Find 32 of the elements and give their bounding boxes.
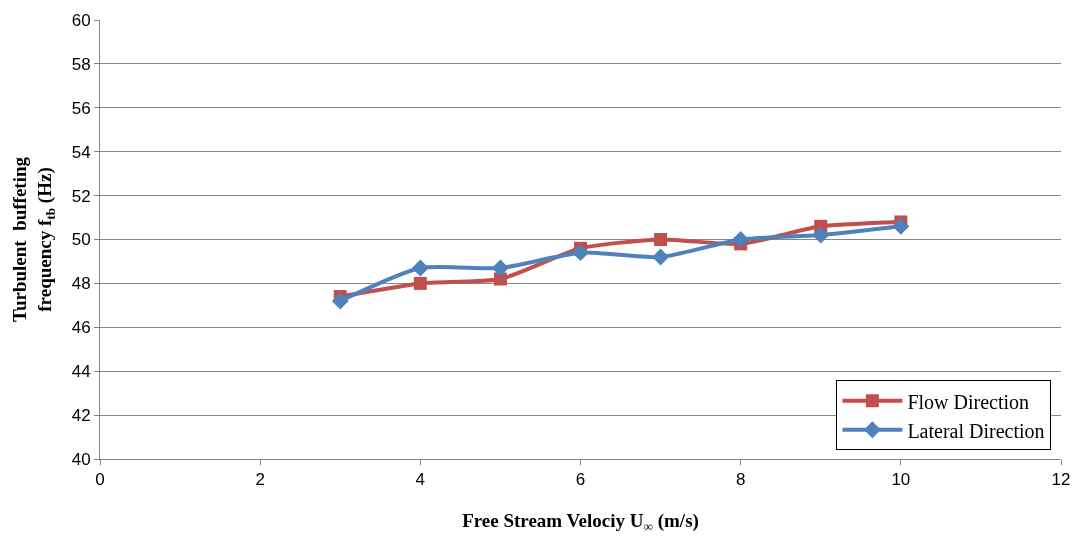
legend-label: Lateral Direction — [907, 419, 1045, 442]
y-tick-label: 50 — [71, 230, 91, 250]
point — [892, 217, 910, 235]
point — [732, 231, 750, 248]
x-tick-label: 12 — [1051, 470, 1071, 490]
y-tick-label: 54 — [71, 142, 91, 162]
point — [413, 276, 427, 290]
point — [331, 292, 349, 310]
y-tick-label: 40 — [71, 449, 91, 469]
x-tick-label: 8 — [735, 470, 746, 490]
y-tick-label: 56 — [71, 98, 91, 118]
x-tick-label: 10 — [891, 470, 911, 490]
y-tick-label: 60 — [71, 10, 91, 30]
point — [493, 272, 507, 286]
point — [652, 248, 670, 266]
x-tick-label: 0 — [95, 470, 105, 490]
point — [572, 244, 589, 262]
y-tick-label: 52 — [71, 186, 91, 206]
x-tick-label: 2 — [255, 470, 265, 490]
point — [812, 226, 830, 244]
legend-label: Flow Direction — [907, 390, 1030, 413]
x-tick-label: 6 — [575, 470, 586, 490]
point — [411, 259, 429, 277]
y-tick-label: 42 — [71, 406, 91, 426]
y-tick-label: 46 — [71, 318, 91, 338]
point — [491, 259, 509, 277]
y-tick-label: 58 — [71, 54, 91, 74]
point — [654, 233, 668, 246]
x-tick-label: 4 — [415, 470, 426, 490]
y-tick-label: 44 — [71, 362, 91, 382]
x-axis-title: Free Stream Velociy U$_{∞}$ (m/s) — [462, 510, 699, 535]
y-tick-label: 48 — [71, 274, 91, 294]
